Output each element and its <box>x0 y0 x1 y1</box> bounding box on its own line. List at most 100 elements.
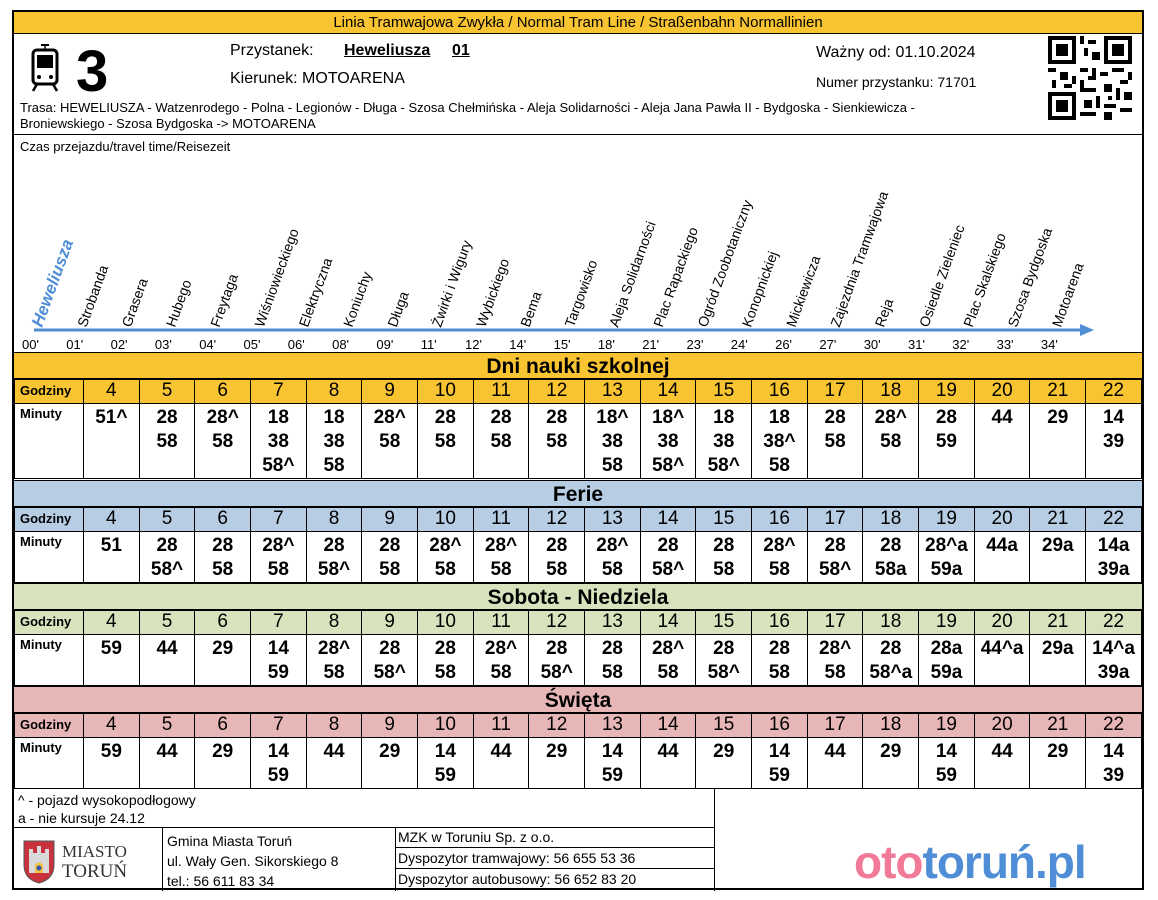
departure-minute: 44^a <box>980 638 1024 659</box>
departure-minute: 28 <box>546 407 568 428</box>
departure-minute: 18 <box>768 407 790 428</box>
tram-icon <box>31 44 59 92</box>
torun-city-logo: MIASTO TORUŃ <box>23 840 127 884</box>
travel-stop-name: Żwirki i Wigury <box>428 238 475 329</box>
minutes-cell: 28^ 58 <box>639 634 697 686</box>
departure-minute: 38 <box>713 431 735 452</box>
departure-minute: 44 <box>490 741 512 762</box>
hour-cell: 22 <box>1085 379 1142 404</box>
hour-cell: 9 <box>361 507 419 532</box>
bus-dispatcher: Dyspozytor autobusowy: 56 652 83 20 <box>398 871 637 887</box>
hour-cell: 22 <box>1085 507 1142 532</box>
travel-time: 18' <box>598 337 615 352</box>
divider <box>395 827 396 891</box>
hour-cell: 13 <box>584 507 641 532</box>
travel-stop-name: Strobanda <box>74 263 111 329</box>
minutes-cell: 44 <box>973 403 1031 479</box>
departure-minute: 28 <box>379 535 401 556</box>
departure-minute: 58 <box>713 559 735 580</box>
departure-minute: 59 <box>100 741 122 762</box>
travel-stop-name: Osiedle Zieleniec <box>916 223 968 329</box>
minutes-cell: 18^ 38 58^ <box>639 403 697 479</box>
minutes-cell: 28^ 58 <box>472 634 530 686</box>
minutes-cell: 29 <box>695 737 753 789</box>
hour-cell: 20 <box>973 507 1031 532</box>
minutes-cell: 29 <box>194 634 252 686</box>
travel-time: 03' <box>155 337 172 352</box>
departure-minute: 28^ <box>262 535 295 556</box>
departure-minute: 14 <box>434 741 456 762</box>
departure-minute: 14 <box>1102 407 1125 428</box>
hour-cell: 8 <box>305 379 363 404</box>
minutes-cell: 28^ 58 <box>862 403 920 479</box>
departure-minute: 28 <box>713 638 735 659</box>
departure-minute: 58 <box>490 559 512 580</box>
hour-cell: 9 <box>361 713 419 738</box>
minutes-cell: 28 58^ <box>528 634 586 686</box>
minutes-cell: 29 <box>194 737 252 789</box>
minutes-cell: 28 58 <box>417 634 474 686</box>
schedule-title: Dni nauki szkolnej <box>14 352 1142 379</box>
route-arrow-head <box>1080 324 1094 336</box>
hour-cell: 17 <box>806 379 864 404</box>
departure-minute: 58 <box>546 559 568 580</box>
departure-minute: 29 <box>1047 407 1069 428</box>
hour-cell: 15 <box>695 379 753 404</box>
minutes-cell: 28 59 <box>918 403 975 479</box>
departure-minute: 58 <box>601 455 623 476</box>
departure-minute: 44 <box>824 741 846 762</box>
departure-minute: 39 <box>1102 765 1125 786</box>
minutes-cell: 28 58 <box>584 634 641 686</box>
departure-minute: 59a <box>930 662 963 683</box>
departure-minute: 28^ <box>763 535 796 556</box>
travel-stop-name: Plac Skalskiego <box>960 230 1009 329</box>
departure-minute: 28^ <box>651 638 685 659</box>
minutes-cell: 44 <box>138 634 196 686</box>
departure-minute: 29 <box>546 741 568 762</box>
minutes-cell: 44 <box>472 737 530 789</box>
travel-stop-name: Szosa Bydgoska <box>1004 225 1055 329</box>
minutes-cell: 59 <box>83 737 140 789</box>
hour-cell: 17 <box>806 507 864 532</box>
departure-minute: 58^ <box>707 662 740 683</box>
departure-minute: 28 <box>824 407 846 428</box>
minutes-cell: 28^ 58 <box>305 634 363 686</box>
departure-minute: 28^ <box>818 638 852 659</box>
departure-minute: 58 <box>880 431 902 452</box>
minutes-cell: 28^a 59a <box>918 531 975 583</box>
hour-cell: 6 <box>194 507 252 532</box>
departure-minute: 58 <box>490 662 512 683</box>
departure-minute: 28 <box>434 407 456 428</box>
minutes-cell: 18 38 58^ <box>250 403 307 479</box>
departure-minute: 29 <box>1047 741 1069 762</box>
minutes-cell: 29a <box>1029 531 1087 583</box>
minutes-cell: 14^a 39a <box>1085 634 1142 686</box>
departure-minute: 59 <box>267 662 289 683</box>
departure-minute: 58 <box>601 662 623 683</box>
minutes-cell: 44 <box>305 737 363 789</box>
hour-cell: 11 <box>472 610 530 635</box>
travel-stop-name: Wybickiego <box>473 256 513 329</box>
departure-minute: 58 <box>267 559 289 580</box>
hour-cell: 20 <box>973 379 1031 404</box>
departure-minute: 58 <box>212 431 234 452</box>
valid-from: Ważny od: 01.10.2024 <box>816 44 976 61</box>
minutes-cell: 14 59 <box>584 737 641 789</box>
travel-stop-name: Targowisko <box>561 258 600 329</box>
minutes-cell: 28^ 58 <box>361 403 419 479</box>
header: 3 Przystanek: Heweliusza 01 Kierunek: MO… <box>14 34 1142 132</box>
minutes-cell: 18 38^ 58 <box>751 403 808 479</box>
minutes-cell: 28 58 <box>806 403 864 479</box>
minutes-cell: 51 <box>83 531 140 583</box>
divider <box>14 827 714 828</box>
hour-cell: 16 <box>751 610 808 635</box>
departure-minute: 59 <box>100 638 122 659</box>
hour-cell: 10 <box>417 713 474 738</box>
hour-cell: 4 <box>83 379 140 404</box>
timetable-sheet: Linia Tramwajowa Zwykła / Normal Tram Li… <box>12 10 1144 891</box>
departure-minute: 28 <box>657 535 679 556</box>
travel-time: 09' <box>376 337 393 352</box>
hour-cell: 13 <box>584 610 641 635</box>
hour-cell: 19 <box>918 610 975 635</box>
travel-stop-name: Konopnickiej <box>739 249 781 329</box>
